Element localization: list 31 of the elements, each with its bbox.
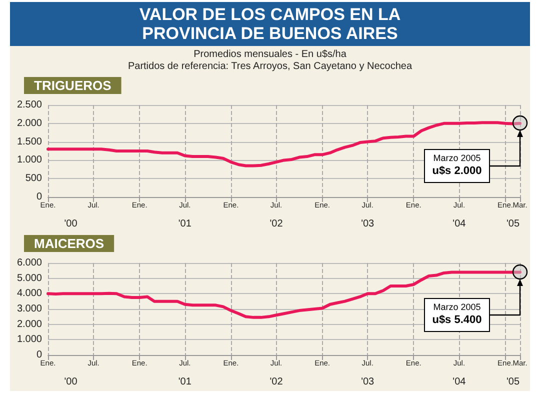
y-tick-label: 2.000	[16, 318, 42, 330]
y-tick-label: 0	[36, 350, 42, 360]
x2-tick-label: '05	[506, 218, 520, 230]
annotation: Marzo 2005 u$s 5.400	[431, 301, 483, 328]
y-tick-label: 1.500	[16, 136, 42, 148]
x2-tick-label: '03	[361, 218, 375, 230]
y-tick-label: 4.000	[16, 288, 42, 300]
x2-tick-label: '01	[178, 218, 192, 230]
x2-tick-label: '00	[64, 376, 78, 388]
x2-tick-label: '03	[361, 376, 375, 388]
y-tick-label: 5.000	[16, 272, 42, 284]
x2-tick-label: '04	[452, 218, 466, 230]
x2-tick-label: '01	[178, 376, 192, 388]
y-tick-label: 2.500	[16, 100, 42, 110]
x2-tick-label: '02	[270, 218, 284, 230]
y-tick-label: 0	[36, 192, 42, 202]
x2-tick-label: '05	[506, 376, 520, 388]
annotation: Marzo 2005 u$s 2.000	[431, 152, 483, 180]
chart-title: MAICEROS	[34, 236, 104, 251]
x2-tick-label: '02	[270, 376, 284, 388]
text: VALOR DE LOS CAMPOS EN LA PROVINCIA DE BUENOS AIRES	[10, 2, 530, 46]
y-tick-label: 1.000	[16, 334, 42, 346]
x2-tick-label: '00	[64, 218, 78, 230]
x2-tick-label: '04	[452, 376, 466, 388]
y-tick-label: 2.000	[16, 118, 42, 129]
y-tick-label: 1.000	[16, 154, 42, 166]
chart-title: TRIGUEROS	[34, 78, 112, 93]
text: Promedios mensuales - En u$s/ha Partidos de referencia: Tres Arroyos, San Cayetano y Necochea	[126, 48, 414, 74]
y-tick-label: 500	[25, 173, 42, 184]
y-tick-label: 6.000	[16, 258, 42, 268]
y-tick-label: 3.000	[16, 304, 42, 314]
